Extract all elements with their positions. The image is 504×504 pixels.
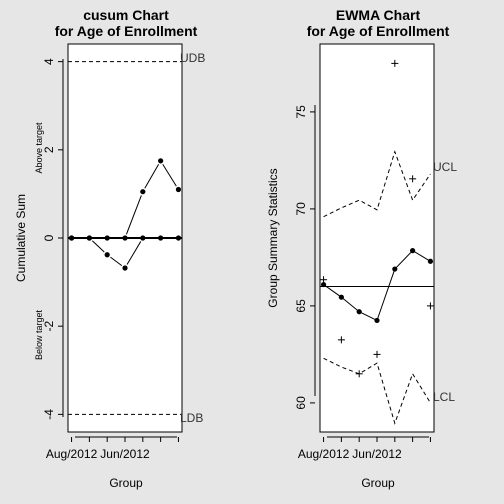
cusum-x-tick-label: Aug/2012 <box>46 447 98 461</box>
ewma-plot-area <box>319 43 435 433</box>
ewma-panel: EWMA Chart for Age of Enrollment 60 65 70 7… <box>266 7 457 490</box>
cusum-upper-point <box>122 235 128 241</box>
cusum-y-ticks: -4 -2 0 2 4 <box>42 58 63 420</box>
cusum-lower-point <box>175 235 182 241</box>
cusum-title-line-2: for Age of Enrollment <box>55 23 198 39</box>
cusum-marks <box>68 61 182 415</box>
cusum-panel: cusum Chart for Age of Enrollment -4 -2 0 2… <box>14 7 205 490</box>
cusum-x-tick-label: Jun/2012 <box>100 447 150 461</box>
ewma-point <box>392 266 398 272</box>
cusum-x-label: Group <box>109 476 143 490</box>
ewma-point <box>320 281 327 288</box>
lcl-label: LCL <box>433 390 455 404</box>
ewma-point <box>374 317 380 324</box>
ewma-point <box>356 309 362 315</box>
udb-label: UDB <box>180 51 205 65</box>
cusum-upper-segment <box>162 163 177 187</box>
ewma-y-tick-label: 70 <box>294 202 308 216</box>
ewma-y-label: Group Summary Statistics <box>266 168 280 307</box>
cusum-upper-point <box>175 186 182 193</box>
cusum-lower-segment <box>126 241 142 265</box>
cusum-lower-point <box>104 252 110 258</box>
ucl-line <box>323 150 431 218</box>
ewma-x-tick-label: Jun/2012 <box>352 447 402 461</box>
ucl-label: UCL <box>433 160 457 174</box>
ewma-x-tick-label: Aug/2012 <box>298 447 350 461</box>
cusum-y-label: Cumulative Sum <box>14 194 28 282</box>
ewma-point <box>338 294 344 300</box>
ewma-point <box>427 258 434 264</box>
cusum-upper-point <box>140 189 146 195</box>
above-target-label: Above target <box>34 122 44 174</box>
ewma-x-ticks: Aug/2012 Jun/2012 <box>298 437 431 461</box>
lcl-line <box>323 357 431 425</box>
cusum-y-tick-label: 2 <box>42 146 56 153</box>
cusum-upper-segment <box>144 164 160 189</box>
ldb-label: LDB <box>180 411 203 425</box>
cusum-lower-segment <box>91 240 105 253</box>
cusum-lower-point <box>122 265 128 271</box>
cusum-y-tick-label: 4 <box>42 58 56 65</box>
ewma-marks <box>320 59 434 425</box>
cusum-lower-point <box>68 235 75 241</box>
cusum-lower-point <box>86 235 92 241</box>
cusum-lower-segment <box>110 256 123 266</box>
ewma-x-label: Group <box>361 476 395 490</box>
ewma-y-tick-label: 75 <box>294 105 308 119</box>
cusum-lower-point <box>158 235 164 241</box>
cusum-upper-point <box>158 158 164 164</box>
ewma-title-line-2: for Age of Enrollment <box>307 23 450 39</box>
cusum-title-line-1: cusum Chart <box>83 7 169 23</box>
cusum-upper-point <box>104 235 110 241</box>
cusum-lower-point <box>140 235 146 241</box>
ewma-point <box>410 248 416 254</box>
ewma-title-line-1: EWMA Chart <box>336 7 421 23</box>
below-target-label: Below target <box>34 309 44 360</box>
cusum-x-ticks: Aug/2012 Jun/2012 <box>46 437 179 461</box>
cusum-upper-segment <box>125 195 142 235</box>
ewma-y-tick-label: 60 <box>294 396 308 410</box>
ewma-y-tick-label: 65 <box>294 299 308 313</box>
cusum-y-tick-label: 0 <box>42 234 56 241</box>
cusum-y-tick-label: -4 <box>42 409 56 420</box>
cusum-y-tick-label: -2 <box>42 321 56 332</box>
ewma-y-ticks: 60 65 70 75 <box>294 105 315 410</box>
